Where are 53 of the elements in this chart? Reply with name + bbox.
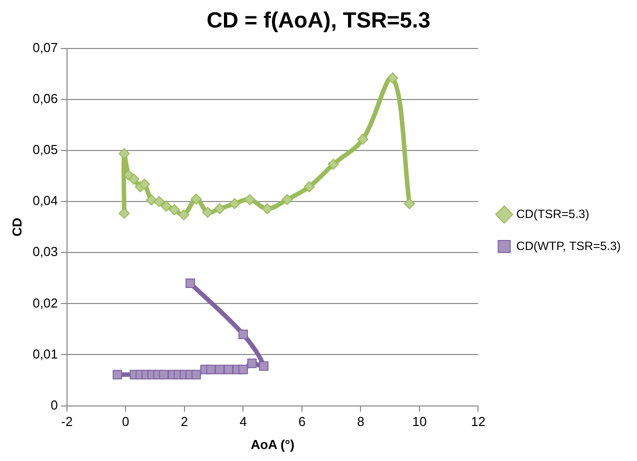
chart-title: CD = f(AoA), TSR=5.3 [206,7,430,32]
point [168,204,180,216]
x-tick-label: 8 [357,414,364,430]
point [191,370,201,380]
point [357,134,368,145]
point [247,358,257,368]
point [238,364,248,374]
point [118,208,130,219]
x-tick-label: 4 [240,414,247,430]
x-axis-title: AoA (°) [250,436,294,452]
point [146,194,158,206]
point [190,194,202,205]
point [244,194,256,206]
legend-label: CD(TSR=5.3) [516,206,590,221]
point [206,364,216,374]
point [118,148,130,160]
x-tick-label: 12 [470,414,486,430]
point [214,364,224,374]
point [387,72,398,84]
point [202,206,214,218]
point [328,158,339,170]
point [258,361,268,371]
point [304,181,315,192]
point [112,370,122,380]
y-tick-label: 0,02 [32,295,58,310]
legend-label: CD(WTP, TSR=5.3) [516,238,621,253]
point [160,200,172,212]
point [404,198,415,210]
x-tick-label: 2 [180,414,188,430]
point [282,194,293,206]
point [154,196,165,208]
y-tick-label: 0,04 [32,193,58,208]
x-tick-label: 10 [412,414,427,430]
y-tick-label: 0,07 [32,40,58,55]
point [214,203,226,214]
point [238,330,248,340]
x-tick-label: 6 [298,414,306,430]
y-axis-title: CD [9,218,24,236]
point [224,364,234,374]
y-tick-label: 0,03 [32,244,58,260]
y-tick-label: 0,06 [32,91,58,106]
x-tick-label: -2 [61,414,73,430]
point [262,203,273,214]
x-tick-label: 0 [122,414,130,430]
y-tick-label: 0 [50,397,58,412]
y-tick-label: 0,05 [32,142,58,158]
point [128,174,140,185]
point [178,209,190,220]
y-tick-label: 0,01 [32,346,58,362]
point [138,178,150,190]
point [186,278,196,288]
point [159,370,169,380]
point [229,198,240,210]
